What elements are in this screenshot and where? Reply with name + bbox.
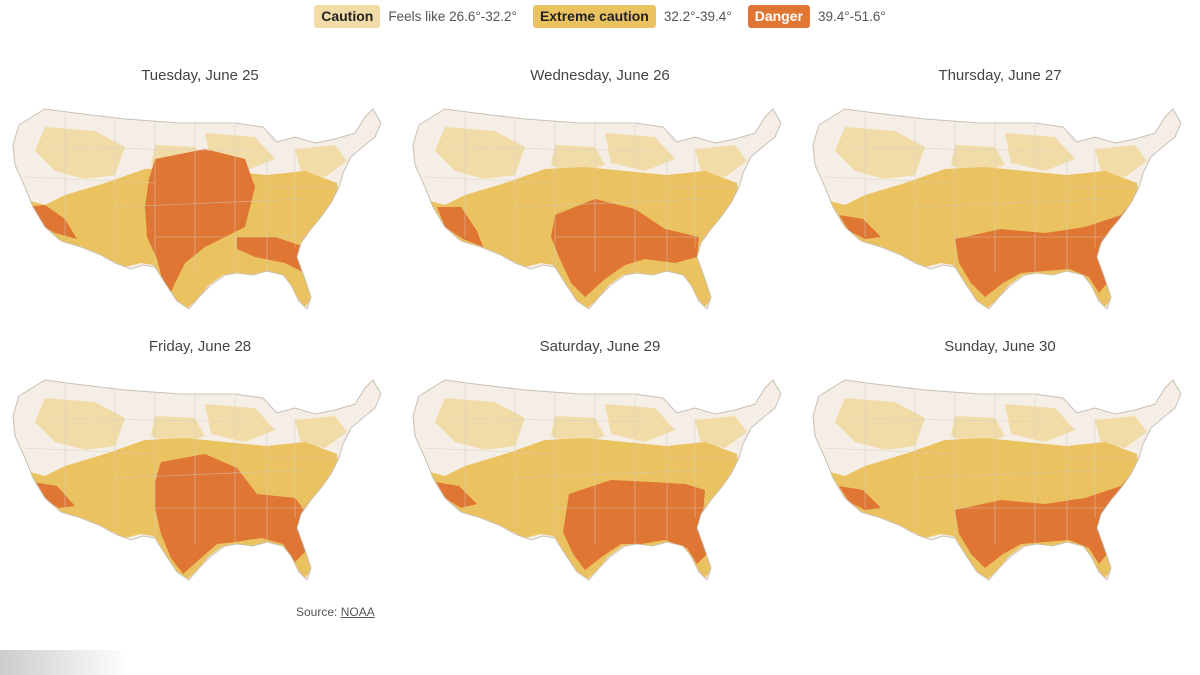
us-heat-map xyxy=(412,108,782,310)
state-border xyxy=(24,176,156,184)
caution-zone xyxy=(605,133,675,171)
danger-zone xyxy=(155,454,307,574)
legend-item-extreme-caution: Extreme caution 32.2°-39.4° xyxy=(532,5,732,28)
state-border xyxy=(824,447,956,455)
caution-zone xyxy=(205,404,275,442)
corner-shadow xyxy=(0,650,130,675)
legend-range-caution: Feels like 26.6°-32.2° xyxy=(388,9,517,24)
caution-zone xyxy=(695,145,747,177)
caution-zone xyxy=(1005,133,1075,171)
state-border xyxy=(444,146,656,152)
map-panel-saturday: Saturday, June 29 xyxy=(405,338,795,600)
us-border xyxy=(812,108,1182,310)
caution-zone xyxy=(435,127,525,179)
caution-zone xyxy=(35,127,125,179)
caution-zone xyxy=(951,145,1005,175)
us-heat-map xyxy=(12,379,382,581)
legend-swatch-caution: Caution xyxy=(314,5,381,28)
danger-zone xyxy=(955,203,1131,297)
heat-zones xyxy=(823,113,1147,309)
caution-zone xyxy=(835,127,925,179)
us-border xyxy=(812,379,1182,581)
state-border xyxy=(514,198,706,208)
map-panel-tuesday: Tuesday, June 25 xyxy=(5,67,395,329)
state-border xyxy=(424,447,556,455)
danger-zone xyxy=(237,237,305,273)
source-prefix: Source: xyxy=(296,605,341,619)
legend-item-danger: Danger 39.4°-51.6° xyxy=(747,5,886,28)
us-heat-map xyxy=(12,108,382,310)
map-title: Sunday, June 30 xyxy=(944,338,1056,355)
state-border xyxy=(44,146,256,152)
state-border xyxy=(514,469,706,479)
map-title: Saturday, June 29 xyxy=(539,338,661,355)
caution-zone xyxy=(951,416,1005,446)
us-heat-map xyxy=(812,379,1182,581)
legend-swatch-danger: Danger xyxy=(747,5,810,28)
map-title: Thursday, June 27 xyxy=(938,67,1062,84)
state-border xyxy=(914,198,1106,208)
us-heat-map xyxy=(412,379,782,581)
danger-zone xyxy=(145,149,255,297)
danger-zone xyxy=(551,199,699,297)
state-border xyxy=(824,176,956,184)
map-title: Friday, June 28 xyxy=(148,338,252,355)
caution-zone xyxy=(35,398,125,450)
state-border xyxy=(114,198,306,208)
state-border xyxy=(424,176,556,184)
legend-range-extreme-caution: 32.2°-39.4° xyxy=(663,9,732,24)
heat-index-legend: Caution Feels like 26.6°-32.2° Extreme c… xyxy=(0,5,1200,28)
heat-zones xyxy=(423,113,747,309)
danger-zone xyxy=(839,215,881,239)
danger-zone xyxy=(435,482,477,508)
caution-zone xyxy=(695,416,747,448)
danger-zone xyxy=(839,486,881,510)
state-border xyxy=(844,146,1056,152)
heat-zones xyxy=(823,384,1147,580)
caution-zone xyxy=(295,145,347,177)
caution-zone xyxy=(295,416,347,448)
caution-zone xyxy=(151,416,205,446)
caution-zone xyxy=(1095,416,1147,448)
us-border xyxy=(412,379,782,581)
caution-zone xyxy=(1005,404,1075,442)
us-border xyxy=(12,379,382,581)
heat-zones xyxy=(23,113,347,309)
heat-zones xyxy=(23,384,347,580)
source-note: Source: NOAA xyxy=(296,605,375,619)
legend-range-danger: 39.4°-51.6° xyxy=(817,9,886,24)
heat-zones xyxy=(423,384,747,580)
state-border xyxy=(444,417,656,423)
caution-zone xyxy=(1095,145,1147,177)
map-title: Tuesday, June 25 xyxy=(141,67,259,84)
caution-zone xyxy=(551,145,605,175)
danger-zone xyxy=(437,207,483,247)
caution-zone xyxy=(551,416,605,446)
danger-zone xyxy=(955,474,1131,568)
map-panel-sunday: Sunday, June 30 xyxy=(805,338,1195,600)
us-border xyxy=(12,108,382,310)
state-border xyxy=(844,417,1056,423)
us-border xyxy=(412,108,782,310)
caution-zone xyxy=(435,398,525,450)
us-heat-map xyxy=(812,108,1182,310)
map-panel-wednesday: Wednesday, June 26 xyxy=(405,67,795,329)
caution-zone xyxy=(605,404,675,442)
state-border xyxy=(914,469,1106,479)
legend-item-caution: Caution Feels like 26.6°-32.2° xyxy=(314,5,517,28)
caution-zone xyxy=(835,398,925,450)
map-panel-thursday: Thursday, June 27 xyxy=(805,67,1195,329)
map-panel-friday: Friday, June 28 xyxy=(5,338,395,600)
danger-zone xyxy=(33,482,75,508)
legend-swatch-extreme-caution: Extreme caution xyxy=(532,5,656,28)
source-link-noaa[interactable]: NOAA xyxy=(340,605,375,619)
state-border xyxy=(24,447,156,455)
map-title: Wednesday, June 26 xyxy=(530,67,670,84)
danger-zone xyxy=(25,205,77,239)
state-border xyxy=(114,469,306,479)
state-border xyxy=(44,417,256,423)
